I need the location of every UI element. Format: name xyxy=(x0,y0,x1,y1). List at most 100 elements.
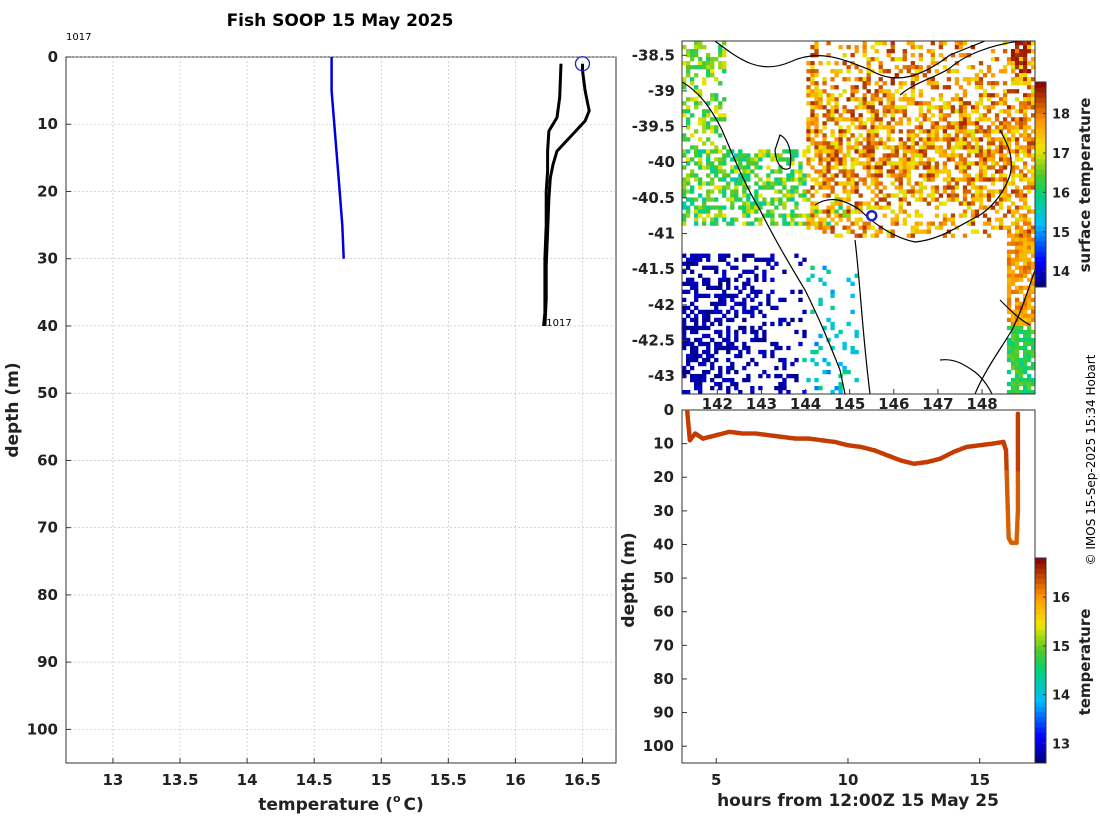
sst-cell xyxy=(854,85,859,90)
sst-cell xyxy=(830,321,835,327)
sst-cell xyxy=(734,285,739,290)
sst-cell xyxy=(726,181,731,186)
sst-cell xyxy=(882,145,887,150)
sst-cell xyxy=(970,133,976,138)
sst-cell xyxy=(682,165,687,170)
sst-cell xyxy=(898,165,903,170)
sst-cell xyxy=(698,385,703,391)
sst-cell xyxy=(874,133,879,138)
sst-cell xyxy=(1026,141,1032,146)
sst-cell xyxy=(778,201,783,206)
sst-cell xyxy=(706,357,711,363)
sst-cell xyxy=(1010,81,1016,86)
sst-cell xyxy=(910,149,915,154)
sst-cell xyxy=(858,205,863,210)
sst-cell xyxy=(906,165,911,170)
sst-cell xyxy=(966,141,972,146)
sst-cell xyxy=(986,217,992,222)
map-ytick-label: -39.5 xyxy=(632,118,675,136)
sst-cell xyxy=(966,161,972,166)
sst-cell xyxy=(830,145,835,150)
sst-cell xyxy=(874,181,879,186)
sst-cell xyxy=(1030,241,1035,246)
sst-cell xyxy=(722,157,727,162)
sst-cell xyxy=(822,149,827,154)
profile-annotation: 1017 xyxy=(546,318,571,329)
sst-cell xyxy=(1022,341,1028,347)
sst-cell xyxy=(962,89,968,94)
sst-cell xyxy=(922,229,927,234)
sst-cell xyxy=(834,333,839,339)
sst-cell xyxy=(1022,113,1028,118)
sst-cell xyxy=(702,165,707,170)
sst-cell xyxy=(962,129,968,134)
sst-cell xyxy=(918,185,923,190)
sst-cell xyxy=(774,373,779,379)
sst-cell xyxy=(842,185,847,190)
sst-cell xyxy=(1014,205,1020,210)
sst-cell xyxy=(714,93,719,98)
sst-cell xyxy=(934,189,940,194)
sst-cell xyxy=(862,121,867,126)
sst-cell xyxy=(802,357,807,363)
sst-cell xyxy=(830,173,835,178)
sst-cell xyxy=(874,141,879,146)
sst-cell xyxy=(750,313,755,319)
sst-cell xyxy=(802,389,807,394)
sst-cell xyxy=(1006,157,1012,162)
sst-cell xyxy=(890,57,895,62)
sst-cell xyxy=(962,233,968,238)
sst-cell xyxy=(774,365,779,371)
sst-cell xyxy=(810,105,815,110)
sst-cell xyxy=(1010,333,1016,339)
sst-cell xyxy=(922,145,927,150)
profile-y-axis-label: depth (m) xyxy=(3,362,23,457)
sst-cell xyxy=(918,113,923,118)
sst-cell xyxy=(830,189,835,194)
coastline-segment xyxy=(774,134,792,170)
map-xticks: 142 143 144 145 146 147 148 xyxy=(702,389,998,413)
sst-cell xyxy=(766,177,771,182)
sst-cell xyxy=(758,153,763,158)
map-ytick-label: -41.5 xyxy=(632,260,675,278)
sst-cell xyxy=(754,161,759,166)
sst-cell xyxy=(830,389,835,394)
sst-cell xyxy=(874,129,879,134)
sst-cell xyxy=(886,153,891,158)
sst-cell xyxy=(938,53,944,58)
sst-cell xyxy=(802,197,807,202)
sst-cell xyxy=(978,145,984,150)
sst-cell xyxy=(890,193,895,198)
sst-cell xyxy=(962,109,968,114)
sst-colorbar-step xyxy=(1035,230,1046,237)
sst-cell xyxy=(762,201,767,206)
sst-cell xyxy=(890,209,895,214)
sst-cell xyxy=(902,193,907,198)
sst-cell xyxy=(818,153,823,158)
sst-cell xyxy=(906,69,911,74)
sst-cell xyxy=(794,357,799,363)
sst-cell xyxy=(726,153,731,158)
sst-cell xyxy=(718,189,723,194)
sst-cell xyxy=(1022,193,1028,198)
sst-cell xyxy=(854,157,859,162)
sst-cell xyxy=(978,165,984,170)
sst-cell xyxy=(710,65,715,70)
sst-cell xyxy=(722,65,727,70)
sst-cell xyxy=(1014,129,1020,134)
sst-cell xyxy=(758,257,763,262)
sst-cell xyxy=(806,125,811,130)
sst-cell xyxy=(926,137,931,142)
sst-cell xyxy=(914,45,919,50)
sst-cell xyxy=(790,373,795,379)
sst-cell xyxy=(842,345,847,351)
sst-cell xyxy=(686,117,691,122)
sst-cell xyxy=(990,177,996,182)
sst-cell xyxy=(1006,325,1012,331)
sst-cell xyxy=(926,225,931,230)
sst-cell xyxy=(902,53,907,58)
sst-cell xyxy=(1018,53,1024,58)
sst-cell xyxy=(1026,257,1032,262)
sst-cell xyxy=(738,325,743,331)
sst-cell xyxy=(1002,89,1008,94)
